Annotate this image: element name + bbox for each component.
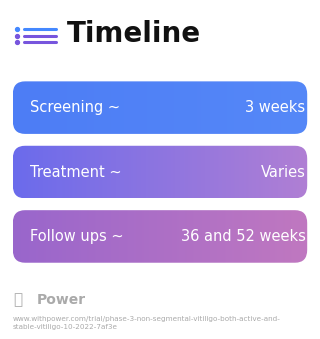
Text: Ⓟ: Ⓟ — [13, 293, 22, 307]
Text: Follow ups ~: Follow ups ~ — [30, 229, 124, 244]
Text: 3 weeks: 3 weeks — [245, 100, 306, 115]
Text: Varies: Varies — [261, 164, 306, 180]
Text: Power: Power — [37, 293, 86, 307]
Text: Screening ~: Screening ~ — [30, 100, 121, 115]
Text: www.withpower.com/trial/phase-3-non-segmental-vitiligo-both-active-and-
stable-v: www.withpower.com/trial/phase-3-non-segm… — [13, 316, 281, 331]
Text: Treatment ~: Treatment ~ — [30, 164, 122, 180]
Text: 36 and 52 weeks: 36 and 52 weeks — [181, 229, 306, 244]
Text: Timeline: Timeline — [67, 20, 201, 48]
